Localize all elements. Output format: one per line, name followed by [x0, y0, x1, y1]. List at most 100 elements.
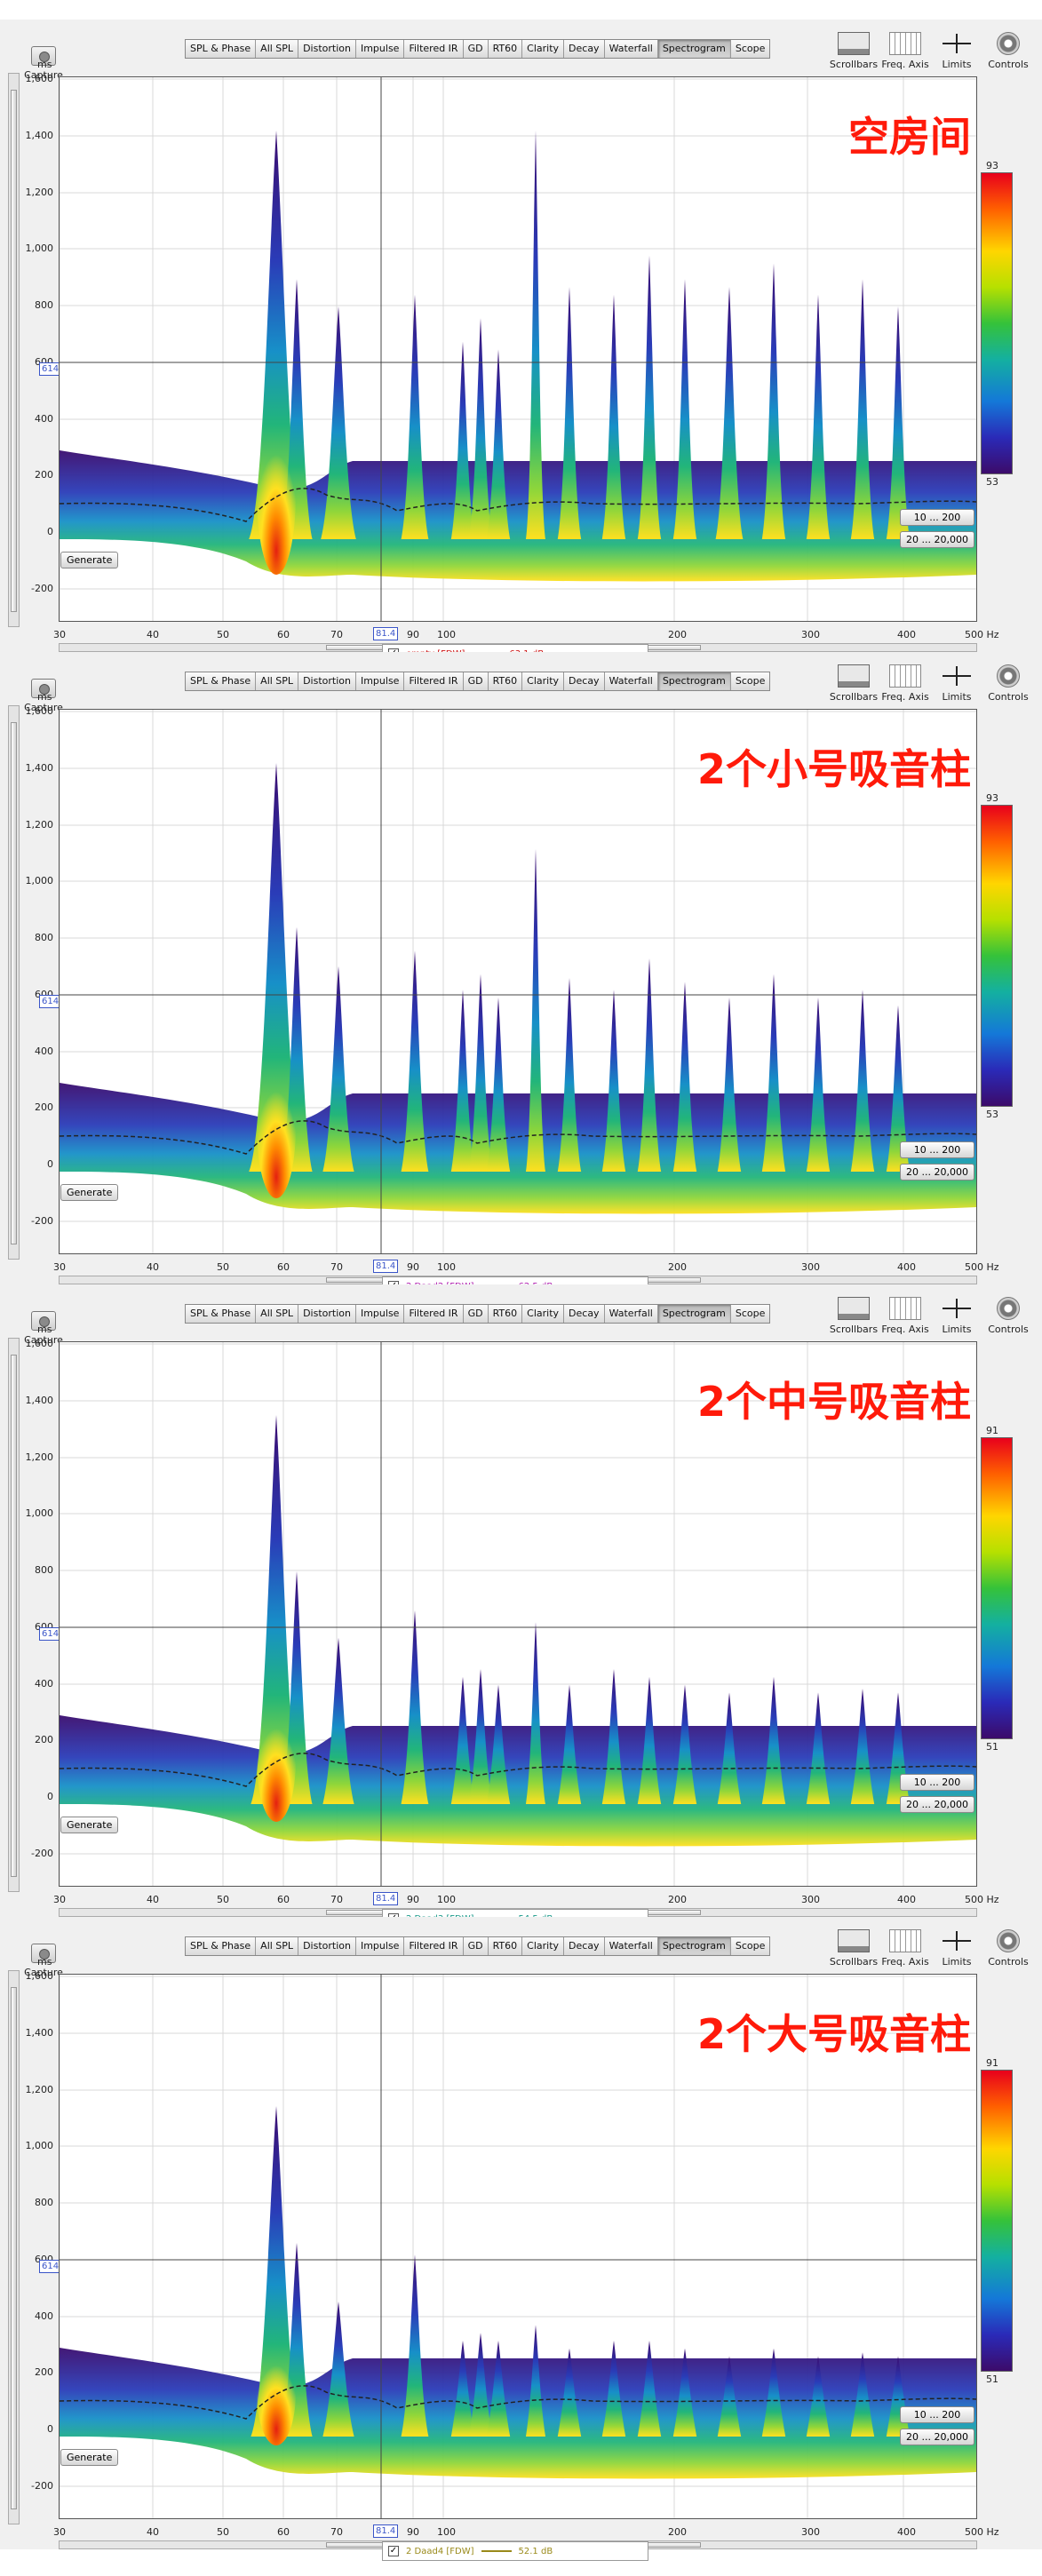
tab-item[interactable]: Decay	[564, 40, 605, 58]
tab-item[interactable]: Filtered IR	[404, 1305, 464, 1323]
vertical-scrollbar[interactable]	[8, 73, 20, 627]
tool-button[interactable]: Scrollbars	[829, 1929, 879, 1968]
tab-item[interactable]: GD	[463, 672, 489, 690]
vertical-scrollbar[interactable]	[8, 705, 20, 1260]
tab-item[interactable]: All SPL	[256, 1937, 299, 1955]
range-button-1[interactable]: 10 ... 200	[900, 1774, 974, 1791]
tool-button[interactable]: Controls	[983, 1297, 1033, 1335]
tab-item[interactable]: SPL & Phase	[186, 1305, 257, 1323]
tool-button[interactable]: Freq. Axis	[880, 664, 930, 703]
tab-item[interactable]: Spectrogram	[657, 672, 731, 690]
x-tick-label: 400	[897, 2526, 916, 2538]
range-button-1[interactable]: 10 ... 200	[900, 2406, 974, 2423]
tab-item[interactable]: Waterfall	[604, 1937, 658, 1955]
tab-item[interactable]: Distortion	[298, 1937, 356, 1955]
tab-item[interactable]: RT60	[488, 40, 523, 58]
spectrogram-plot[interactable]	[59, 1974, 977, 2519]
resonance-peak	[850, 990, 875, 1172]
vertical-scrollbar[interactable]	[8, 1970, 20, 2524]
generate-button[interactable]: Generate	[60, 2449, 119, 2466]
tab-item[interactable]: All SPL	[256, 40, 299, 58]
tab-item[interactable]: Decay	[564, 672, 605, 690]
tab-item[interactable]: Scope	[730, 1937, 770, 1955]
tab-item[interactable]: RT60	[488, 672, 523, 690]
tab-item[interactable]: Filtered IR	[404, 1937, 464, 1955]
range-button-2[interactable]: 20 ... 20,000	[900, 1796, 974, 1813]
tool-button[interactable]: Freq. Axis	[880, 32, 930, 70]
range-button-2[interactable]: 20 ... 20,000	[900, 2429, 974, 2445]
range-button-1[interactable]: 10 ... 200	[900, 509, 974, 526]
tab-item[interactable]: Scope	[730, 40, 770, 58]
tool-button[interactable]: Scrollbars	[829, 664, 879, 703]
tab-item[interactable]: Clarity	[522, 1937, 565, 1955]
tab-item[interactable]: Distortion	[298, 1305, 356, 1323]
tool-button[interactable]: Controls	[983, 664, 1033, 703]
capture-button[interactable]: Capture	[21, 679, 66, 713]
tab-item[interactable]: Scope	[730, 1305, 770, 1323]
tab-item[interactable]: All SPL	[256, 1305, 299, 1323]
tab-item[interactable]: Impulse	[355, 1937, 405, 1955]
capture-button[interactable]: Capture	[21, 46, 66, 81]
spectrogram-plot[interactable]	[59, 709, 977, 1254]
tool-button[interactable]: Scrollbars	[829, 1297, 879, 1335]
y-tick-label: 800	[35, 2197, 53, 2208]
spectrogram-plot[interactable]	[59, 76, 977, 622]
capture-button[interactable]: Capture	[21, 1944, 66, 1978]
tab-item[interactable]: Impulse	[355, 40, 405, 58]
capture-label: Capture	[24, 702, 63, 713]
tab-item[interactable]: Waterfall	[604, 40, 658, 58]
tab-item[interactable]: GD	[463, 1937, 489, 1955]
generate-button[interactable]: Generate	[60, 1184, 119, 1201]
tool-button[interactable]: Limits	[932, 1297, 982, 1335]
tool-button[interactable]: Freq. Axis	[880, 1297, 930, 1335]
range-button-2[interactable]: 20 ... 20,000	[900, 1164, 974, 1181]
tool-button[interactable]: Limits	[932, 1929, 982, 1968]
tool-button[interactable]: Limits	[932, 664, 982, 703]
tool-button[interactable]: Limits	[932, 32, 982, 70]
graph-tabs: SPL & Phase All SPL Distortion Impulse Filte…	[185, 672, 771, 691]
tab-item[interactable]: All SPL	[256, 672, 299, 690]
tab-item[interactable]: Decay	[564, 1305, 605, 1323]
tool-button[interactable]: Freq. Axis	[880, 1929, 930, 1968]
tab-item[interactable]: SPL & Phase	[186, 672, 257, 690]
x-tick-label: 300	[801, 1894, 820, 1905]
tab-item[interactable]: Impulse	[355, 672, 405, 690]
resonance-peak	[486, 349, 511, 539]
tab-item[interactable]: Distortion	[298, 672, 356, 690]
tab-item[interactable]: Waterfall	[604, 672, 658, 690]
range-button-1[interactable]: 10 ... 200	[900, 1141, 974, 1158]
capture-button[interactable]: Capture	[21, 1311, 66, 1346]
tab-item[interactable]: Filtered IR	[404, 40, 464, 58]
tab-item[interactable]: Clarity	[522, 672, 565, 690]
tab-item[interactable]: GD	[463, 40, 489, 58]
tab-item[interactable]: Scope	[730, 672, 770, 690]
generate-button[interactable]: Generate	[60, 1817, 119, 1833]
tab-item[interactable]: Clarity	[522, 40, 565, 58]
x-tick-label: 200	[668, 629, 687, 640]
spectrogram-plot[interactable]	[59, 1341, 977, 1887]
resonance-peak	[601, 294, 626, 539]
tab-item[interactable]: Decay	[564, 1937, 605, 1955]
tool-button[interactable]: Controls	[983, 1929, 1033, 1968]
tab-item[interactable]: SPL & Phase	[186, 1937, 257, 1955]
tab-item[interactable]: RT60	[488, 1937, 523, 1955]
vertical-scrollbar[interactable]	[8, 1338, 20, 1892]
tab-item[interactable]: Clarity	[522, 1305, 565, 1323]
tool-button[interactable]: Controls	[983, 32, 1033, 70]
tab-item[interactable]: RT60	[488, 1305, 523, 1323]
x-tick-label: 60	[277, 2526, 290, 2538]
tab-item[interactable]: SPL & Phase	[186, 40, 257, 58]
legend-checkbox[interactable]: ✓	[388, 2546, 399, 2556]
tab-item[interactable]: Spectrogram	[657, 1937, 731, 1955]
tab-item[interactable]: GD	[463, 1305, 489, 1323]
tab-item[interactable]: Impulse	[355, 1305, 405, 1323]
tab-item[interactable]: Filtered IR	[404, 672, 464, 690]
tab-item[interactable]: Spectrogram	[657, 1305, 731, 1323]
tab-item[interactable]: Waterfall	[604, 1305, 658, 1323]
tool-button[interactable]: Scrollbars	[829, 32, 879, 70]
tab-item[interactable]: Distortion	[298, 40, 356, 58]
range-button-2[interactable]: 20 ... 20,000	[900, 531, 974, 548]
generate-button[interactable]: Generate	[60, 552, 119, 568]
resonance-peak	[672, 2348, 697, 2437]
tab-item[interactable]: Spectrogram	[657, 40, 731, 58]
